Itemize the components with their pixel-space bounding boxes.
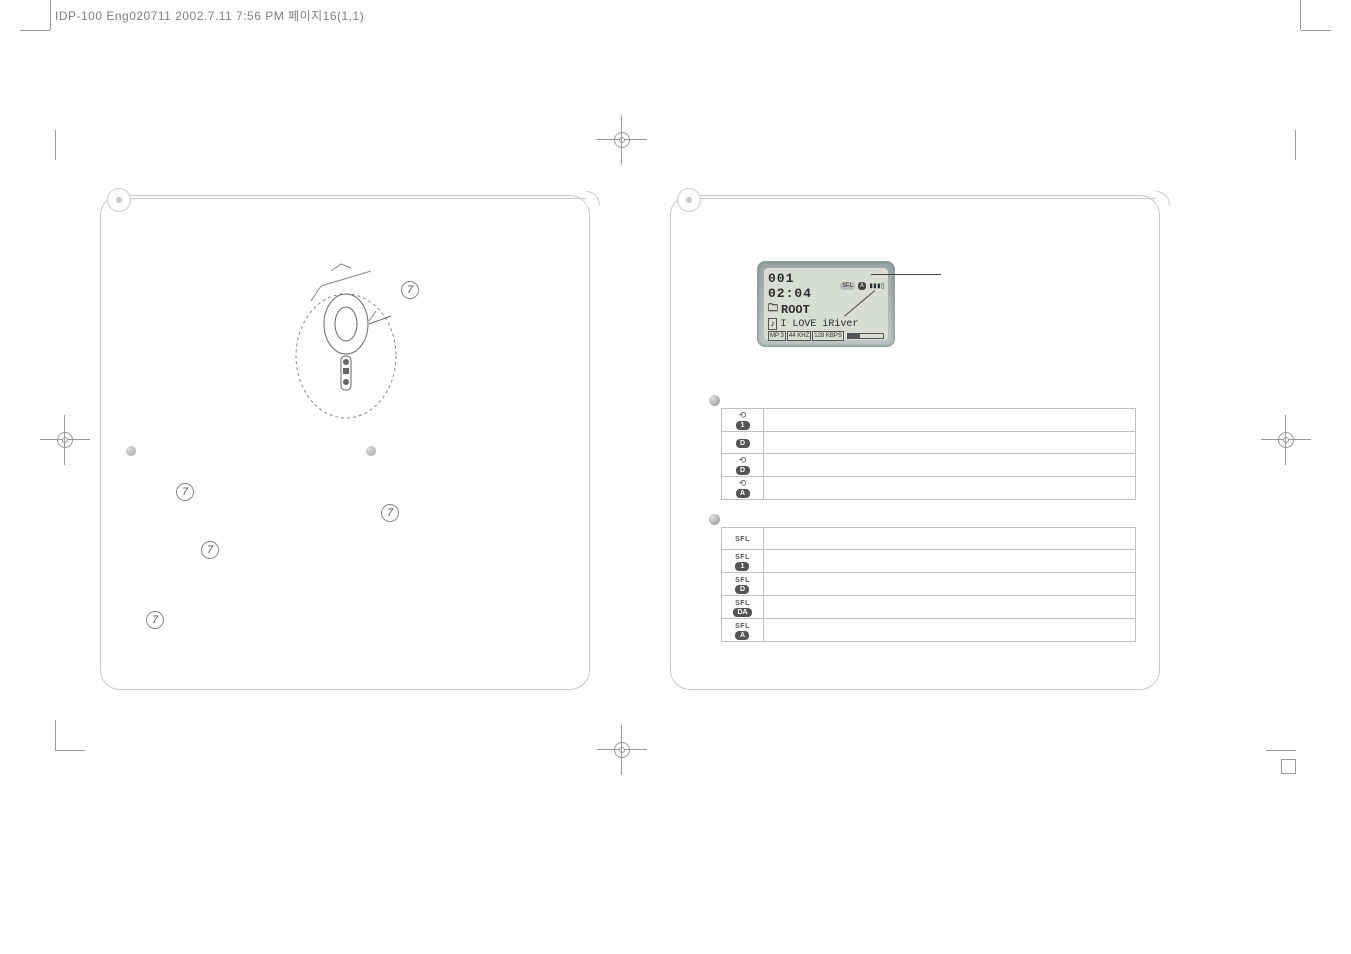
music-note-icon: ♪ — [768, 318, 777, 330]
callout-number: 7 — [146, 611, 164, 629]
callout-number: 7 — [401, 281, 419, 299]
mode-pill: 1 — [735, 562, 749, 571]
print-header: IDP-100 Eng020711 2002.7.11 7:56 PM 페이지1… — [55, 7, 364, 24]
mode-pill: D — [736, 466, 750, 475]
mode-pill: A — [735, 631, 749, 640]
lcd-chip-format: MP 3 — [768, 331, 786, 341]
shuffle-mode-table: SFLSFL1SFLDSFLDASFLA — [721, 527, 1136, 642]
section-bullet — [126, 446, 136, 456]
registration-mark — [55, 430, 75, 450]
table-row: SFL1 — [722, 550, 1136, 573]
mode-pill: D — [736, 439, 750, 448]
table-row: ⟲D — [722, 454, 1136, 477]
callout-number: 7 — [381, 504, 399, 522]
callout-number: 7 — [176, 483, 194, 501]
mode-icon-cell: D — [722, 432, 764, 454]
mode-description-cell — [764, 528, 1136, 550]
lcd-progress-bar — [847, 333, 884, 339]
repeat-loop-icon: ⟲ — [739, 479, 747, 488]
lcd-callout-line — [871, 274, 941, 275]
table-row: ⟲A — [722, 477, 1136, 500]
page-panel-left: 7 7 7 7 7 — [100, 195, 590, 690]
registration-mark — [612, 740, 632, 760]
panel-tab — [669, 186, 1169, 212]
crop-mark — [20, 30, 50, 31]
page-panel-right: 001 02:04 SFL A ▮▮▮▯ 🗀 ROOT ♪ I LOVE iRi… — [670, 195, 1160, 690]
lcd-folder-name: ROOT — [781, 303, 810, 317]
section-bullet — [709, 514, 720, 525]
panel-tab — [99, 186, 599, 212]
crop-mark — [55, 720, 56, 750]
table-row: D — [722, 432, 1136, 454]
section-bullet — [366, 446, 376, 456]
registration-mark — [612, 130, 632, 150]
mode-description-cell — [764, 432, 1136, 454]
mode-icon-cell: ⟲D — [722, 454, 764, 477]
battery-icon: ▮▮▮▯ — [869, 281, 884, 291]
folder-icon: 🗀 — [768, 301, 778, 318]
mode-pill: 1 — [736, 421, 750, 430]
mode-icon-cell: ⟲1 — [722, 409, 764, 432]
mode-description-cell — [764, 409, 1136, 432]
crop-mark — [1301, 30, 1331, 31]
repeat-loop-icon: ⟲ — [739, 411, 747, 420]
mode-icon-cell: SFL — [722, 528, 764, 550]
mode-description-cell — [764, 619, 1136, 642]
crop-mark — [1281, 759, 1296, 774]
sfl-label: SFL — [735, 536, 750, 543]
mode-pill: A — [736, 489, 750, 498]
table-row: SFLD — [722, 573, 1136, 596]
mode-icon-cell: SFLA — [722, 619, 764, 642]
table-row: SFLDA — [722, 596, 1136, 619]
mode-icon-cell: ⟲A — [722, 477, 764, 500]
mode-pill: DA — [733, 608, 751, 617]
mode-icon-cell: SFLDA — [722, 596, 764, 619]
crop-mark — [50, 0, 51, 30]
crop-mark — [1300, 0, 1301, 30]
section-bullet — [709, 395, 720, 406]
crop-mark — [55, 130, 56, 160]
lcd-track-time: 001 02:04 — [768, 271, 837, 301]
registration-mark — [1276, 430, 1296, 450]
crop-mark — [1295, 130, 1296, 160]
mode-description-cell — [764, 573, 1136, 596]
callout-number: 7 — [201, 541, 219, 559]
lcd-chip-khz: 44 KHZ — [787, 331, 811, 341]
mode-icon-cell: SFL1 — [722, 550, 764, 573]
sfl-label: SFL — [735, 554, 750, 561]
crop-mark — [55, 750, 85, 751]
device-illustration — [291, 256, 421, 426]
sfl-label: SFL — [735, 577, 750, 584]
table-row: SFLA — [722, 619, 1136, 642]
sfl-label: SFL — [735, 600, 750, 607]
repeat-loop-icon: ⟲ — [739, 456, 747, 465]
mode-description-cell — [764, 550, 1136, 573]
table-row: ⟲1 — [722, 409, 1136, 432]
mode-description-cell — [764, 477, 1136, 500]
lcd-song-title: I LOVE iRiver — [780, 319, 858, 330]
mode-description-cell — [764, 596, 1136, 619]
mode-pill: D — [735, 585, 749, 594]
crop-mark — [1266, 750, 1296, 751]
lcd-sfl-badge: SFL — [840, 282, 855, 290]
sfl-label: SFL — [735, 623, 750, 630]
lcd-a-badge: A — [858, 282, 866, 290]
repeat-mode-table: ⟲1D⟲D⟲A — [721, 408, 1136, 500]
table-row: SFL — [722, 528, 1136, 550]
mode-description-cell — [764, 454, 1136, 477]
lcd-chip-kbps: 128 KBPS — [812, 331, 844, 341]
mode-icon-cell: SFLD — [722, 573, 764, 596]
